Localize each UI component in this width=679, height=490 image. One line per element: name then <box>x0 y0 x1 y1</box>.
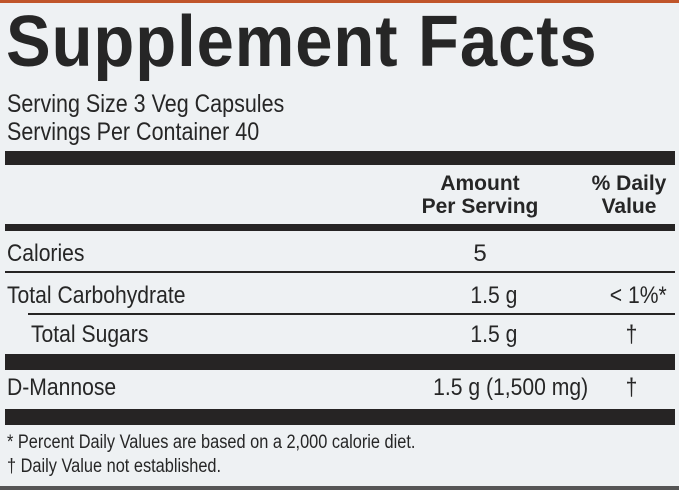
footnote-daily-value-not-established: † Daily Value not established. <box>7 456 222 477</box>
divider-thick <box>5 151 675 165</box>
row-dv-total-carbohydrate: < 1%* <box>610 282 667 309</box>
row-dv-total-sugars: † <box>625 321 637 348</box>
daily-value-header: % Daily Value <box>582 172 676 218</box>
divider-thin <box>5 271 675 273</box>
bottom-border <box>0 486 679 490</box>
footnote-percent-daily-values: * Percent Daily Values are based on a 2,… <box>7 432 416 453</box>
row-amount-calories: 5 <box>473 240 487 267</box>
row-amount-total-carbohydrate: 1.5 g <box>470 282 517 309</box>
servings-per-container: Servings Per Container 40 <box>7 118 260 146</box>
dv-header-line1: % Daily <box>591 172 667 195</box>
label-title: Supplement Facts <box>6 2 598 82</box>
divider-medium <box>5 224 675 231</box>
dv-header-line2: Value <box>601 195 657 218</box>
row-amount-d-mannose: 1.5 g (1,500 mg) <box>433 374 588 401</box>
serving-size: Serving Size 3 Veg Capsules <box>7 90 285 118</box>
row-name-total-sugars: Total Sugars <box>31 321 149 348</box>
amount-header: Amount Per Serving <box>380 172 580 218</box>
row-amount-total-sugars: 1.5 g <box>470 321 517 348</box>
row-name-d-mannose: D-Mannose <box>7 374 117 401</box>
amount-header-line2: Per Serving <box>421 195 539 218</box>
divider-thick <box>5 354 675 370</box>
divider-thick <box>5 409 675 425</box>
amount-header-line1: Amount <box>440 172 520 195</box>
row-name-calories: Calories <box>7 240 85 267</box>
row-name-total-carbohydrate: Total Carbohydrate <box>7 282 186 309</box>
divider-thin-indented <box>28 313 675 315</box>
package-edge-strip <box>0 0 679 3</box>
row-dv-d-mannose: † <box>625 374 637 401</box>
